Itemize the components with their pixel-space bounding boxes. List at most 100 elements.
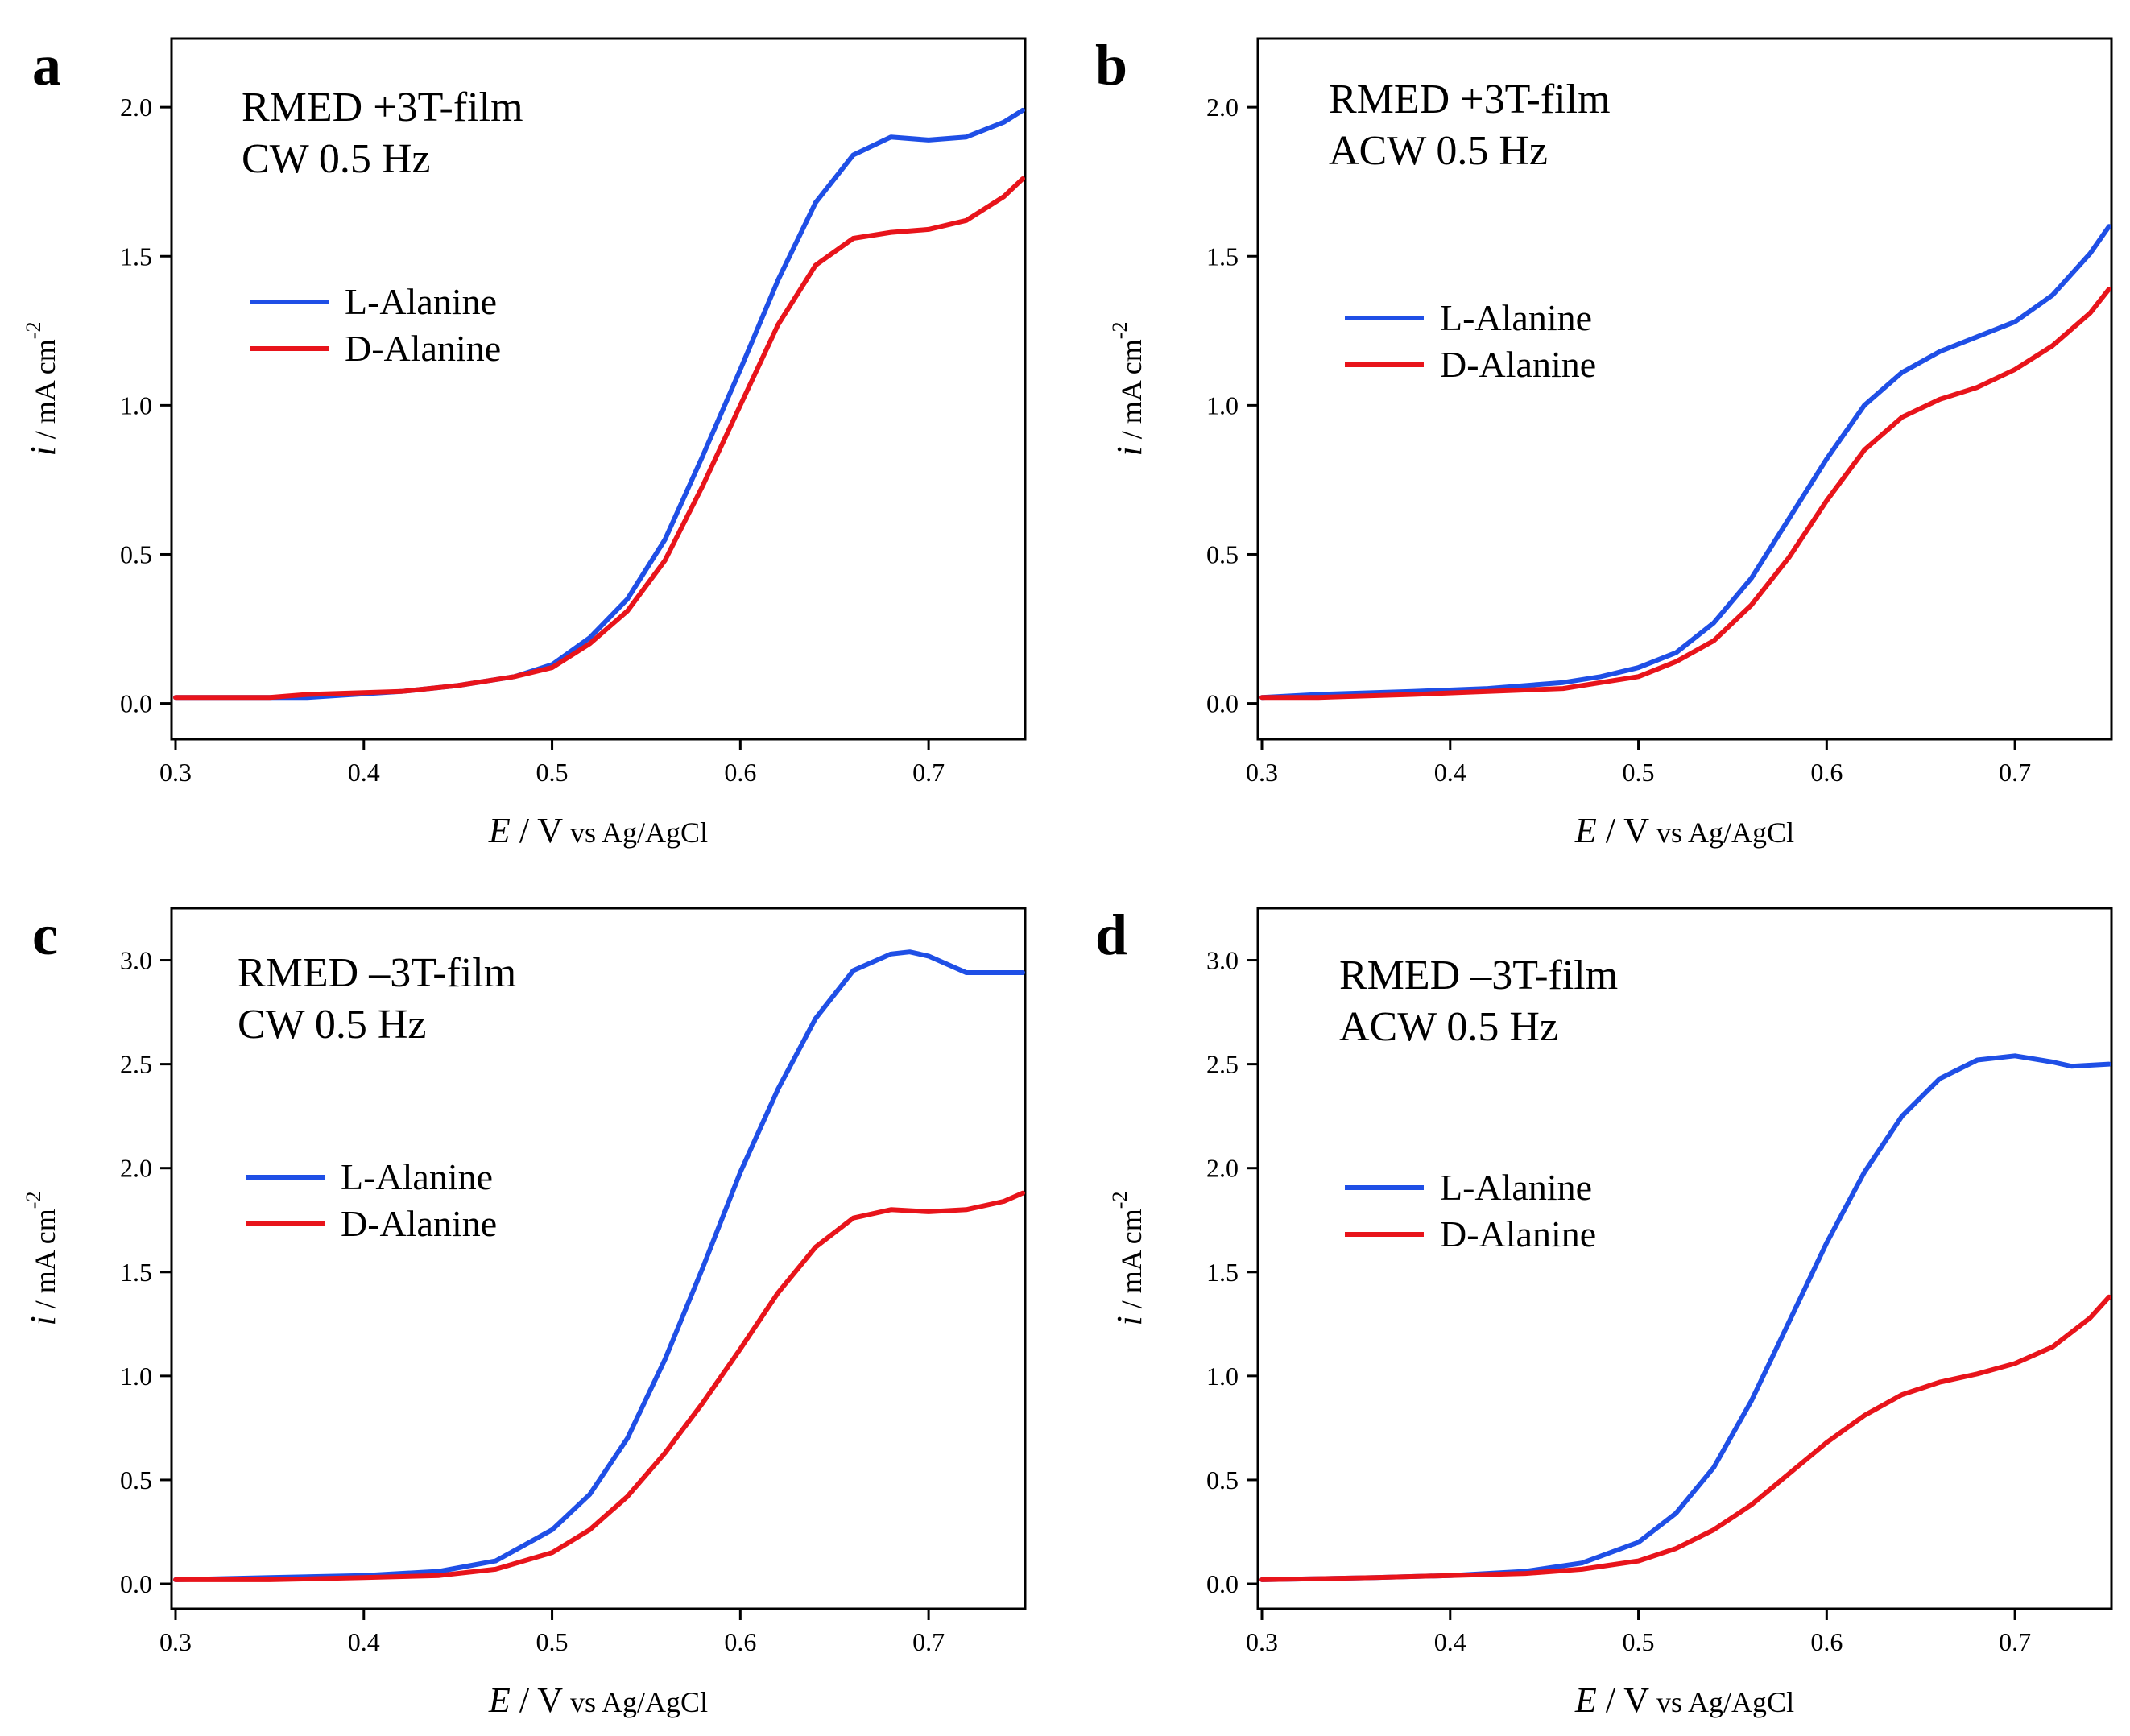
legend-label: D-Alanine <box>341 1203 497 1244</box>
x-axis-label: E / V vs Ag/AgCl <box>488 1680 708 1720</box>
y-tick-label: 0.0 <box>1206 1569 1239 1598</box>
x-axis-variable: E <box>1574 1680 1597 1720</box>
x-axis-variable: E <box>1574 811 1597 850</box>
x-tick-label: 0.5 <box>536 758 569 787</box>
legend-label: D-Alanine <box>1440 344 1596 385</box>
x-tick-label: 0.3 <box>159 758 192 787</box>
x-tick-label: 0.3 <box>1246 1627 1278 1656</box>
x-tick-label: 0.6 <box>724 1627 756 1656</box>
y-axis-variable: i <box>1110 1316 1149 1325</box>
x-axis-unit: / V <box>511 1680 563 1720</box>
series-line-d-alanine <box>1259 287 2111 701</box>
y-axis-superscript: -2 <box>22 1192 45 1209</box>
panel-letter: a <box>32 33 61 97</box>
x-axis-reference: vs Ag/AgCl <box>1649 1686 1794 1718</box>
panel-annotation-line: ACW 0.5 Hz <box>1339 1004 1558 1050</box>
y-tick-label: 2.0 <box>120 1154 152 1183</box>
x-axis-unit: / V <box>1597 1680 1649 1720</box>
panel-letter: b <box>1095 33 1127 97</box>
panel-d: d 0.3 0.4 0.5 0.6 0.7 0.0 0.5 1.0 1.5 2.0 2.5 3.0 E /… <box>1095 903 2113 1720</box>
panel-letter: d <box>1095 903 1127 967</box>
x-tick-label: 0.7 <box>912 758 945 787</box>
x-tick-label: 0.6 <box>1810 1627 1843 1656</box>
x-tick-label: 0.7 <box>912 1627 945 1656</box>
y-axis-superscript: -2 <box>1108 1192 1131 1209</box>
x-axis-unit: / V <box>1597 811 1649 850</box>
y-tick-label: 2.0 <box>120 93 152 122</box>
x-axis-unit: / V <box>511 811 563 850</box>
series-line-l-alanine <box>1259 224 2111 701</box>
y-tick-label: 1.5 <box>120 1258 152 1287</box>
y-tick-label: 3.0 <box>120 946 152 975</box>
x-tick-label: 0.3 <box>159 1627 192 1656</box>
y-axis-variable: i <box>23 1316 63 1325</box>
y-tick-label: 3.0 <box>1206 946 1239 975</box>
x-axis-label: E / V vs Ag/AgCl <box>1574 811 1794 850</box>
y-tick-label: 2.0 <box>1206 93 1239 122</box>
series-line-d-alanine <box>1259 1294 2111 1582</box>
y-axis-unit: / mA cm <box>29 1209 61 1316</box>
y-tick-label: 1.0 <box>1206 391 1239 420</box>
panel-annotation-line: CW 0.5 Hz <box>242 136 430 182</box>
panel-annotation-line: ACW 0.5 Hz <box>1329 128 1548 174</box>
x-axis-variable: E <box>488 811 511 850</box>
panel-a: a 0.3 0.4 0.5 0.6 0.7 0.0 0.5 1.0 1.5 2.0 E / V vs … <box>22 33 1027 850</box>
y-axis-variable: i <box>23 446 63 456</box>
y-axis-superscript: -2 <box>22 322 45 340</box>
panel-annotation-line: RMED –3T-film <box>1339 953 1618 998</box>
series-line-d-alanine <box>173 176 1025 701</box>
x-tick-label: 0.4 <box>1434 1627 1466 1656</box>
y-tick-label: 2.0 <box>1206 1154 1239 1183</box>
series-line-l-alanine <box>1259 1053 2111 1582</box>
panel-annotation-line: RMED –3T-film <box>238 950 516 996</box>
x-tick-label: 0.3 <box>1246 758 1278 787</box>
y-tick-label: 0.5 <box>1206 539 1239 568</box>
panel-annotation-line: RMED +3T-film <box>242 85 523 130</box>
y-tick-label: 1.0 <box>1206 1362 1239 1391</box>
plot-frame <box>1256 37 2113 741</box>
panel-b: b 0.3 0.4 0.5 0.6 0.7 0.0 0.5 1.0 1.5 2.0 E / V vs … <box>1095 33 2113 850</box>
y-tick-label: 0.0 <box>120 1569 152 1598</box>
x-tick-label: 0.4 <box>1434 758 1466 787</box>
legend-label: L-Alanine <box>345 281 497 322</box>
y-tick-label: 0.0 <box>1206 689 1239 718</box>
y-axis-unit: / mA cm <box>1115 339 1148 446</box>
y-tick-label: 0.5 <box>120 539 152 568</box>
y-axis-label: i / mA cm-2 <box>1108 322 1149 457</box>
y-axis-label: i / mA cm-2 <box>1108 1192 1149 1326</box>
x-axis-variable: E <box>488 1680 511 1720</box>
panel-annotation-line: CW 0.5 Hz <box>238 1002 426 1048</box>
legend-label: D-Alanine <box>345 328 501 369</box>
panel-letter: c <box>32 903 58 967</box>
legend-label: L-Alanine <box>341 1156 493 1197</box>
x-tick-label: 0.7 <box>1999 758 2031 787</box>
y-tick-label: 1.5 <box>1206 1258 1239 1287</box>
y-axis-variable: i <box>1110 446 1149 456</box>
panel-annotation-line: RMED +3T-film <box>1329 76 1611 122</box>
x-axis-label: E / V vs Ag/AgCl <box>488 811 708 850</box>
y-axis-superscript: -2 <box>1108 322 1131 340</box>
plot-frame <box>170 907 1027 1610</box>
x-axis-reference: vs Ag/AgCl <box>563 816 708 849</box>
y-axis-unit: / mA cm <box>1115 1209 1148 1316</box>
series-line-d-alanine <box>173 1190 1025 1582</box>
x-tick-label: 0.6 <box>724 758 756 787</box>
legend-label: L-Alanine <box>1440 297 1592 338</box>
plot-frame <box>170 37 1027 741</box>
y-tick-label: 1.0 <box>120 391 152 420</box>
x-tick-label: 0.5 <box>536 1627 569 1656</box>
x-tick-label: 0.5 <box>1623 758 1655 787</box>
x-axis-reference: vs Ag/AgCl <box>563 1686 708 1718</box>
plot-frame <box>1256 907 2113 1610</box>
y-tick-label: 0.5 <box>1206 1465 1239 1494</box>
series-line-l-alanine <box>173 107 1025 701</box>
y-tick-label: 2.5 <box>120 1050 152 1079</box>
panel-c: c 0.3 0.4 0.5 0.6 0.7 0.0 0.5 1.0 1.5 2.0 2.5 3.0 E /… <box>22 903 1027 1720</box>
x-axis-reference: vs Ag/AgCl <box>1649 816 1794 849</box>
legend-label: L-Alanine <box>1440 1167 1592 1208</box>
y-tick-label: 0.0 <box>120 689 152 718</box>
y-axis-unit: / mA cm <box>29 339 61 446</box>
y-tick-label: 1.5 <box>120 242 152 271</box>
x-tick-label: 0.4 <box>348 758 380 787</box>
